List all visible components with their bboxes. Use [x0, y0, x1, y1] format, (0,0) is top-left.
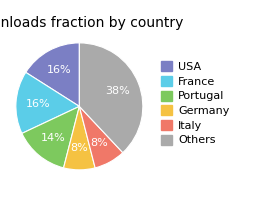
Text: 14%: 14%: [41, 133, 66, 143]
Wedge shape: [79, 106, 123, 168]
Text: 8%: 8%: [90, 138, 108, 148]
Wedge shape: [79, 43, 143, 153]
Wedge shape: [22, 106, 79, 168]
Text: Downloads fraction by country: Downloads fraction by country: [0, 16, 184, 30]
Text: 38%: 38%: [105, 86, 130, 96]
Text: 16%: 16%: [26, 99, 50, 109]
Wedge shape: [16, 72, 79, 133]
Wedge shape: [63, 106, 95, 170]
Text: 8%: 8%: [70, 143, 88, 153]
Text: 16%: 16%: [47, 65, 72, 75]
Legend: USA, France, Portugal, Germany, Italy, Others: USA, France, Portugal, Germany, Italy, O…: [159, 59, 232, 148]
Wedge shape: [26, 43, 79, 106]
